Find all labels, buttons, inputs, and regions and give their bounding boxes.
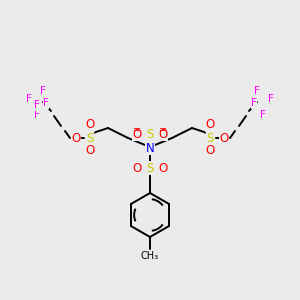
Text: F: F: [34, 100, 40, 110]
Text: F: F: [40, 86, 46, 96]
Text: O: O: [219, 131, 229, 145]
Text: S: S: [86, 131, 94, 145]
Text: F: F: [260, 110, 266, 120]
Text: O: O: [132, 128, 142, 140]
Text: N: N: [146, 142, 154, 154]
Text: O: O: [206, 145, 214, 158]
Text: F: F: [251, 98, 257, 108]
Text: O: O: [158, 128, 168, 140]
Text: O: O: [158, 161, 168, 175]
Text: =: =: [133, 125, 141, 135]
Text: S: S: [146, 128, 154, 140]
Text: O: O: [206, 118, 214, 131]
Text: S: S: [206, 131, 214, 145]
Text: O: O: [132, 161, 142, 175]
Text: O: O: [85, 118, 94, 131]
Text: F: F: [268, 94, 274, 104]
Text: F: F: [26, 94, 32, 104]
Text: O: O: [71, 131, 81, 145]
Text: F: F: [43, 98, 49, 108]
Text: F: F: [254, 86, 260, 96]
Text: S: S: [146, 161, 154, 175]
Text: =: =: [159, 125, 167, 135]
Text: O: O: [85, 145, 94, 158]
Text: F: F: [34, 110, 40, 120]
Text: CH₃: CH₃: [141, 251, 159, 261]
